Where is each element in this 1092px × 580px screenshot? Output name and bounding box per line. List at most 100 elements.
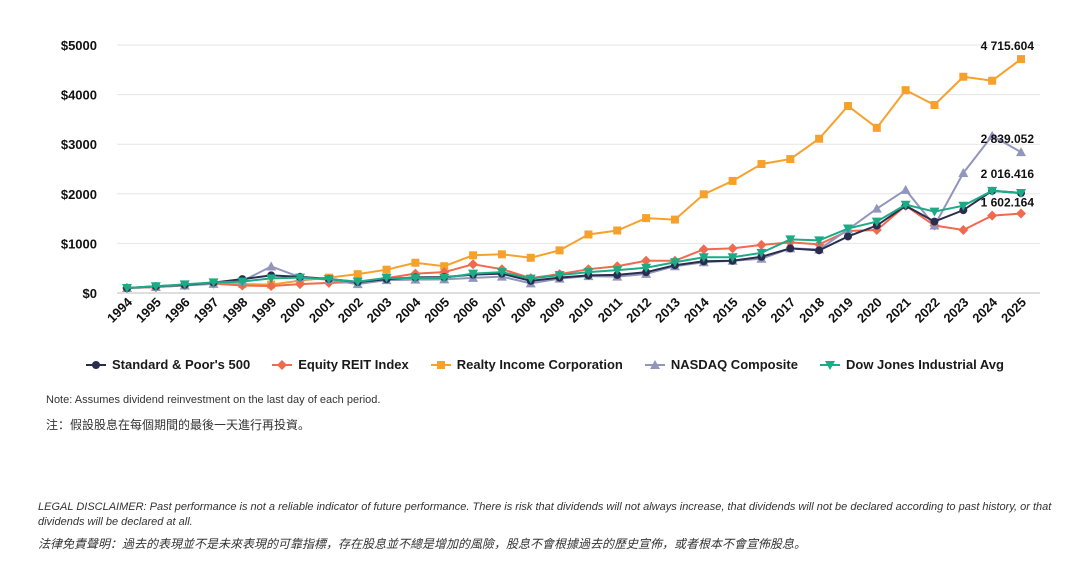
data-point <box>901 86 910 95</box>
data-point <box>642 214 651 223</box>
data-point <box>1016 208 1026 219</box>
data-point <box>958 167 969 177</box>
data-point <box>843 102 852 111</box>
x-tick-label: 2020 <box>854 295 885 326</box>
data-point <box>785 235 796 245</box>
data-point <box>900 184 911 194</box>
data-point <box>295 279 306 290</box>
legend-swatch <box>819 360 840 370</box>
data-point <box>613 226 622 235</box>
y-tick-label: $2000 <box>61 187 97 202</box>
data-point <box>871 217 882 227</box>
data-point <box>469 251 478 260</box>
data-point <box>958 225 969 236</box>
series-line <box>126 134 1022 290</box>
legend-label: Equity REIT Index <box>298 357 409 372</box>
y-tick-label: $4000 <box>61 88 97 103</box>
data-point <box>353 270 362 279</box>
data-point <box>411 258 420 267</box>
data-point <box>988 76 997 85</box>
x-tick-label: 1994 <box>104 294 136 326</box>
data-point <box>959 72 968 81</box>
data-point <box>439 273 450 283</box>
note-chinese: 注：假設股息在每個期間的最後一天進行再投資。 <box>46 418 311 432</box>
legend-marker <box>649 359 660 369</box>
data-point <box>728 176 737 185</box>
x-tick-label: 2000 <box>277 295 308 326</box>
legend-label: Dow Jones Industrial Avg <box>845 357 1004 372</box>
data-point <box>555 246 564 255</box>
x-tick-label: 2010 <box>565 295 596 326</box>
data-point <box>670 215 679 224</box>
series-line <box>126 58 1022 290</box>
annotations: 4 715.604 2 839.052 2 016.416 1 602.164 <box>981 39 1035 209</box>
data-point <box>900 200 911 210</box>
x-tick-label: 2018 <box>796 295 827 326</box>
x-tick-label: 2012 <box>623 295 654 326</box>
x-tick-label: 2016 <box>739 295 770 326</box>
data-point <box>757 160 766 169</box>
data-point <box>266 261 277 271</box>
data-point <box>786 244 795 253</box>
data-point <box>497 250 506 259</box>
x-tick-label: 1999 <box>248 295 279 326</box>
data-point <box>323 275 334 285</box>
data-point <box>698 253 709 263</box>
series-nasdaq-composite <box>122 130 1026 293</box>
legend-label: Realty Income Corporation <box>456 357 623 372</box>
series-standard-poor-s-500 <box>123 186 1025 293</box>
data-point <box>930 217 939 226</box>
x-tick-label: 2001 <box>306 295 337 326</box>
data-point <box>756 239 767 250</box>
legend-item: Equity REIT Index <box>272 357 409 372</box>
x-tick-label: 2014 <box>681 294 713 326</box>
data-point <box>526 253 535 262</box>
data-point <box>786 155 795 164</box>
data-point <box>150 282 161 292</box>
data-point <box>1016 147 1026 157</box>
x-tick-label: 2017 <box>767 295 798 326</box>
legend-item: Standard & Poor's 500 <box>86 357 250 372</box>
data-point <box>179 280 190 290</box>
data-point <box>669 258 680 268</box>
legend-item: Realty Income Corporation <box>430 357 623 372</box>
x-tick-label: 2008 <box>508 295 539 326</box>
series-realty-income-corporation <box>123 55 1025 293</box>
series-dow-jones-industrial-avg <box>122 186 1026 294</box>
legend-item: Dow Jones Industrial Avg <box>819 357 1004 372</box>
series-line <box>126 189 1022 290</box>
series-line <box>126 189 1022 290</box>
chart-legend: Standard & Poor's 500 Equity REIT Index Re… <box>86 357 1026 372</box>
data-label: 2 016.416 <box>981 167 1035 181</box>
data-label: 4 715.604 <box>981 39 1035 53</box>
data-point <box>699 190 708 199</box>
data-point <box>814 236 825 246</box>
data-point <box>987 130 998 140</box>
legend-item: NASDAQ Composite <box>644 357 798 372</box>
data-point <box>352 277 363 287</box>
x-tick-label: 2003 <box>364 295 395 326</box>
data-point <box>496 268 507 278</box>
legal-disclaimer-chinese: 法律免責聲明：過去的表現並不是未來表現的可靠指標，存在股息並不總是增加的風險，股… <box>38 537 807 551</box>
legend-label: NASDAQ Composite <box>670 357 798 372</box>
legend-marker <box>436 360 445 369</box>
x-tick-label: 2024 <box>969 294 1001 326</box>
x-tick-label: 2004 <box>392 294 424 326</box>
data-point <box>440 262 449 271</box>
data-point <box>382 265 391 274</box>
data-point <box>641 255 652 266</box>
data-point <box>987 186 998 196</box>
data-point <box>295 273 306 283</box>
data-point <box>930 101 939 110</box>
data-point <box>554 271 565 281</box>
data-point <box>872 123 881 132</box>
data-point <box>871 203 882 213</box>
y-tick-label: $5000 <box>61 38 97 53</box>
data-point <box>266 274 277 284</box>
legend-swatch <box>644 359 665 369</box>
data-point <box>756 248 767 258</box>
x-tick-label: 2023 <box>940 295 971 326</box>
x-tick-label: 2022 <box>912 295 943 326</box>
legend-swatch <box>430 360 451 369</box>
data-point <box>1017 55 1025 64</box>
